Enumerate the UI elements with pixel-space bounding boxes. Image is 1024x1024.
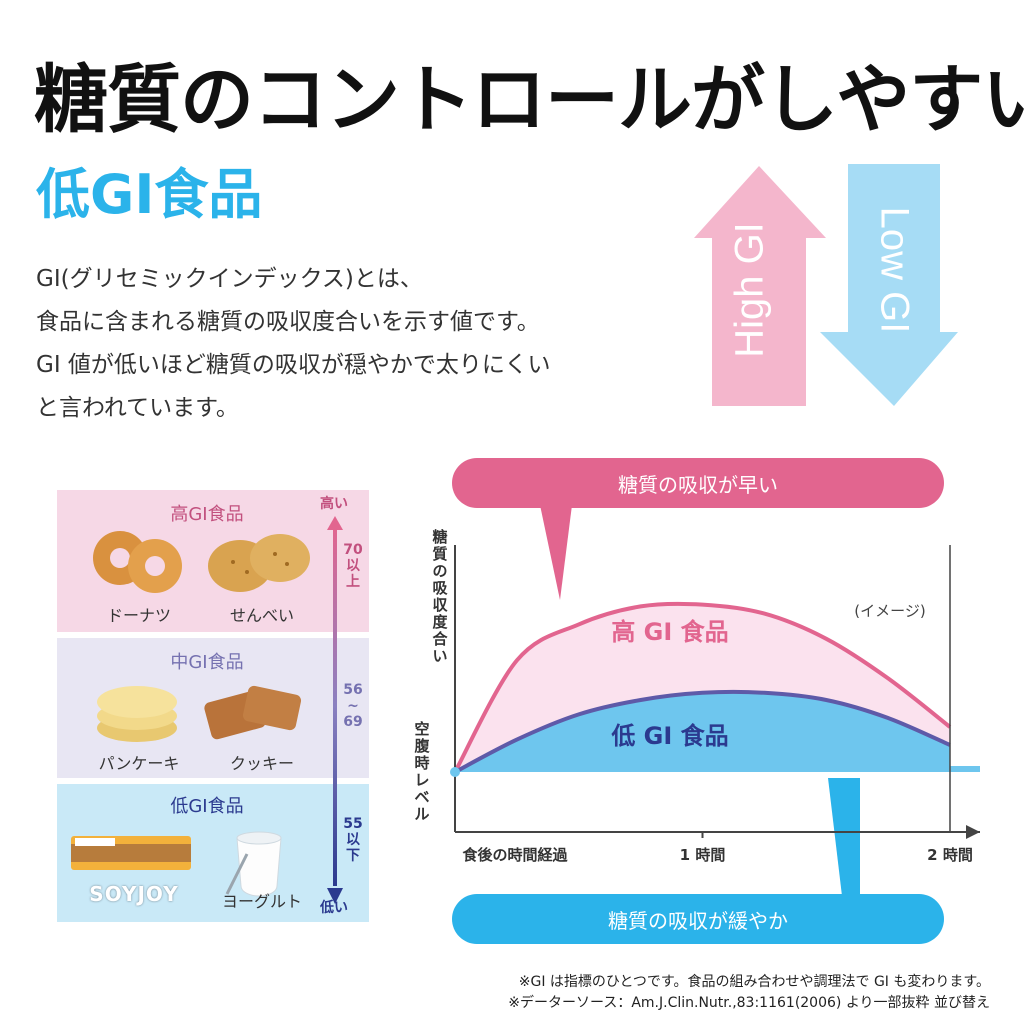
range-high: 70 以 上 — [338, 542, 368, 590]
y-axis-label: の — [432, 562, 447, 580]
baseline-label: レ — [414, 771, 429, 789]
food-images — [97, 685, 302, 742]
mid-gi-row: 中GI食品 パンケーキ クッキー — [57, 638, 369, 778]
brand-logo: SOYJOY — [89, 882, 179, 906]
description-line: GI 値が低いほど糖質の吸収が穏やかで太りにくい — [36, 352, 551, 378]
description-line: GI(グリセミックインデックス)とは、 — [36, 266, 423, 292]
series-line — [454, 689, 951, 774]
baseline-label: 空 — [414, 720, 429, 738]
donut-icon — [93, 531, 182, 593]
low-gi-arrow-icon — [820, 164, 958, 406]
slow-bubble-pointer — [828, 778, 860, 896]
fast-bubble-pointer — [540, 505, 572, 600]
food-label: ヨーグルト — [221, 892, 302, 911]
yogurt-icon — [225, 831, 282, 897]
range-text: 56 — [343, 682, 363, 698]
baseline-band — [950, 766, 980, 772]
description: GI(グリセミックインデックス)とは、 食品に含まれる糖質の吸収度合いを示す値で… — [36, 258, 676, 430]
range-text: 上 — [346, 574, 360, 590]
y-axis-label: 吸 — [432, 579, 448, 597]
range-text: ~ — [347, 698, 359, 714]
gi-arrows — [694, 164, 958, 406]
cookie-icon — [204, 685, 302, 740]
footnote: ※GI は指標のひとつです。食品の組み合わせや調理法で GI も変わります。 — [518, 974, 990, 990]
y-axis-label: 合 — [431, 630, 448, 648]
range-text: 以 — [346, 832, 360, 848]
range-text: 下 — [346, 848, 360, 864]
slow-absorption-bubble: 糖質の吸収が緩やか — [452, 894, 944, 944]
food-label: ドーナツ — [106, 606, 171, 625]
row-title: 高GI食品 — [170, 504, 244, 525]
baseline-label: ベ — [414, 788, 429, 806]
scale-bottom-label: 低い — [320, 900, 348, 916]
low-gi-label: Low GI — [872, 206, 917, 334]
gi-scale-arrow — [327, 516, 343, 904]
range-mid: 56 ~ 69 — [338, 682, 368, 730]
x-tick-label: 2 時間 — [927, 846, 973, 864]
y-axis-label: 質 — [432, 545, 447, 563]
food-label: クッキー — [229, 754, 294, 773]
series-line — [453, 601, 952, 773]
range-text: 以 — [346, 558, 360, 574]
y-axis-label: 度 — [432, 613, 448, 631]
y-axis-label: い — [432, 647, 447, 665]
food-label: せんべい — [229, 606, 294, 625]
baseline-label: 時 — [414, 754, 429, 772]
low-gi-row: 低GI食品 SOYJOY ヨーグルト — [57, 784, 369, 922]
range-text: 55 — [343, 816, 363, 832]
page-subtitle: 低GI食品 — [36, 163, 263, 226]
food-label: パンケーキ — [98, 754, 180, 773]
footnotes: ※GI は指標のひとつです。食品の組み合わせや調理法で GI も変わります。 ※… — [508, 972, 990, 1014]
range-text: 69 — [343, 714, 363, 730]
page-title: 糖質のコントロールがしやすい — [34, 57, 1024, 143]
high-gi-label: High GI — [727, 222, 772, 358]
row-title: 中GI食品 — [170, 652, 244, 673]
x-tick-label: 食後の時間経過 — [462, 846, 568, 864]
scale-top-label: 高い — [320, 496, 348, 512]
start-point — [450, 767, 460, 777]
gi-scale-panel: 高GI食品 ドーナツ せんべい 中GI食品 — [57, 490, 369, 922]
fast-absorption-bubble: 糖質の吸収が早い — [452, 458, 944, 508]
food-images — [71, 831, 282, 897]
series-area — [455, 691, 950, 772]
high-gi-arrow-icon — [694, 166, 826, 406]
baseline-label: ル — [414, 805, 429, 823]
snack-bar-icon — [71, 836, 191, 870]
description-line: と言われています。 — [36, 395, 239, 421]
series-label: 低 GI 食品 — [610, 722, 728, 750]
series-label: 高 GI 食品 — [611, 618, 728, 646]
x-tick-label: 1 時間 — [680, 846, 726, 864]
range-low: 55 以 下 — [338, 816, 368, 864]
food-images — [93, 531, 310, 593]
description-line: 食品に含まれる糖質の吸収度合いを示す値です。 — [36, 309, 540, 335]
y-axis-label: 糖 — [432, 528, 447, 546]
range-text: 70 — [343, 542, 363, 558]
pancake-icon — [97, 686, 177, 742]
high-gi-row: 高GI食品 ドーナツ せんべい — [57, 490, 369, 632]
x-axis-arrow-icon — [966, 825, 980, 839]
footnote: ※データーソース：Am.J.Clin.Nutr.,83:1161(2006) よ… — [508, 995, 990, 1011]
y-axis-label: 収 — [432, 596, 448, 614]
baseline-label: 腹 — [414, 737, 430, 755]
rice-cracker-icon — [208, 534, 310, 592]
image-annotation: (イメージ) — [854, 602, 925, 620]
row-title: 低GI食品 — [170, 796, 244, 817]
